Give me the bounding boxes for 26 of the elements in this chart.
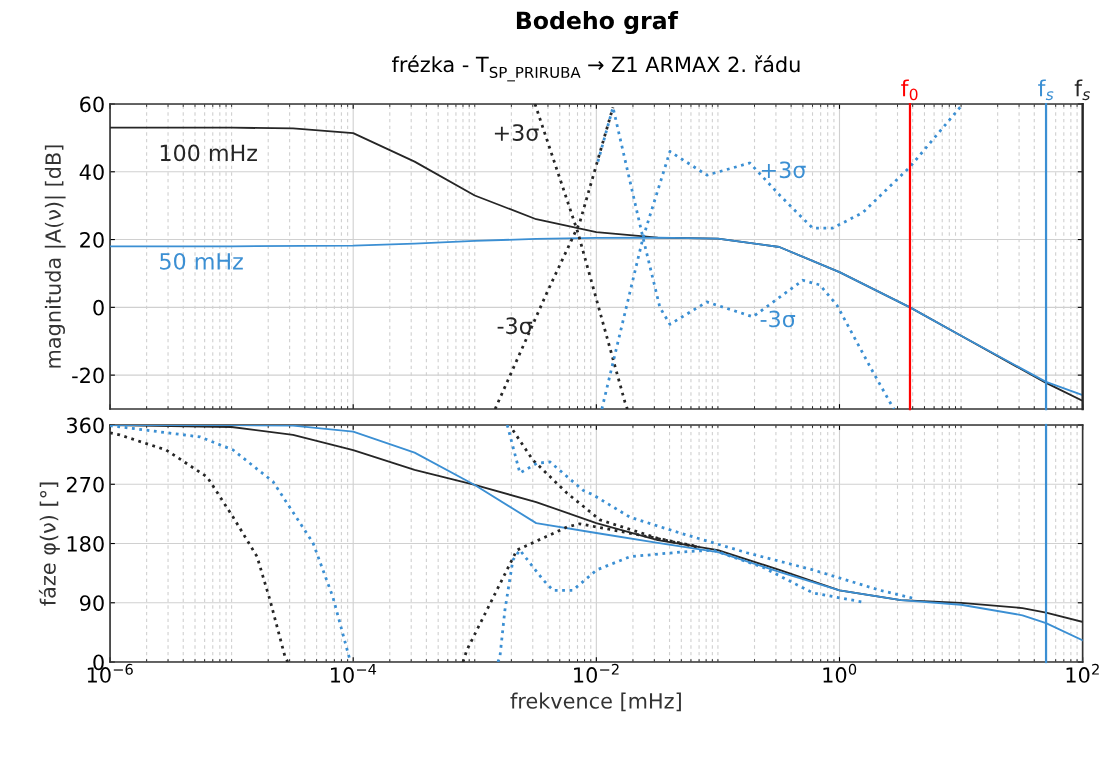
y-tick-label: 360: [67, 417, 104, 434]
y-axis-title: magnituda |A(ν)| [dB]: [44, 145, 66, 368]
y-tick-label: 0: [93, 299, 104, 316]
ref-line-label: f$_{0}$: [901, 79, 918, 101]
ref-line-label: f$_{s}$: [1074, 79, 1091, 101]
x-tick-label: 10$^{2}$: [1066, 663, 1099, 683]
x-tick-label: 10$^{−4}$: [331, 663, 377, 683]
series-label: -3σ: [760, 310, 796, 328]
x-axis-title: frekvence [mHz]: [510, 692, 681, 712]
series-label: -3σ: [497, 317, 533, 335]
y-tick-label: 20: [80, 232, 104, 248]
y-tick-label: -20: [72, 367, 104, 384]
chart-title: Bodeho graf: [516, 11, 679, 35]
series-label: 50 mHz: [160, 252, 243, 270]
y-tick-label: 90: [79, 595, 104, 611]
x-tick-label: 10$^{0}$: [823, 663, 857, 683]
ref-line-label: f$_{s}$: [1038, 79, 1054, 101]
series-label: +3σ: [494, 124, 539, 141]
y-tick-label: 270: [66, 476, 104, 493]
y-axis-title: fáze φ(ν) [°]: [38, 482, 60, 606]
y-tick-label: 60: [80, 96, 104, 113]
series-label: 100 mHz: [160, 144, 257, 162]
y-tick-label: 40: [79, 164, 104, 180]
y-tick-label: 180: [67, 535, 104, 552]
series-label: +3σ: [761, 161, 806, 179]
x-tick-label: 10$^{−2}$: [574, 663, 619, 683]
